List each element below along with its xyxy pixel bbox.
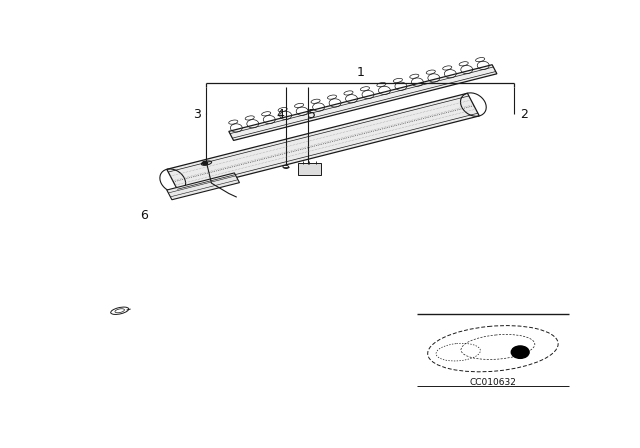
Circle shape xyxy=(511,346,529,358)
Text: 1: 1 xyxy=(356,66,364,79)
Text: CC010632: CC010632 xyxy=(470,378,516,387)
Text: 5: 5 xyxy=(308,108,316,121)
FancyBboxPatch shape xyxy=(298,164,321,175)
Circle shape xyxy=(202,161,207,165)
Polygon shape xyxy=(167,93,479,192)
Text: 6: 6 xyxy=(141,209,148,222)
Ellipse shape xyxy=(201,161,212,165)
Text: 4: 4 xyxy=(276,108,284,121)
Text: 3: 3 xyxy=(193,108,200,121)
Polygon shape xyxy=(229,65,497,141)
Text: 2: 2 xyxy=(520,108,528,121)
Polygon shape xyxy=(167,173,239,200)
